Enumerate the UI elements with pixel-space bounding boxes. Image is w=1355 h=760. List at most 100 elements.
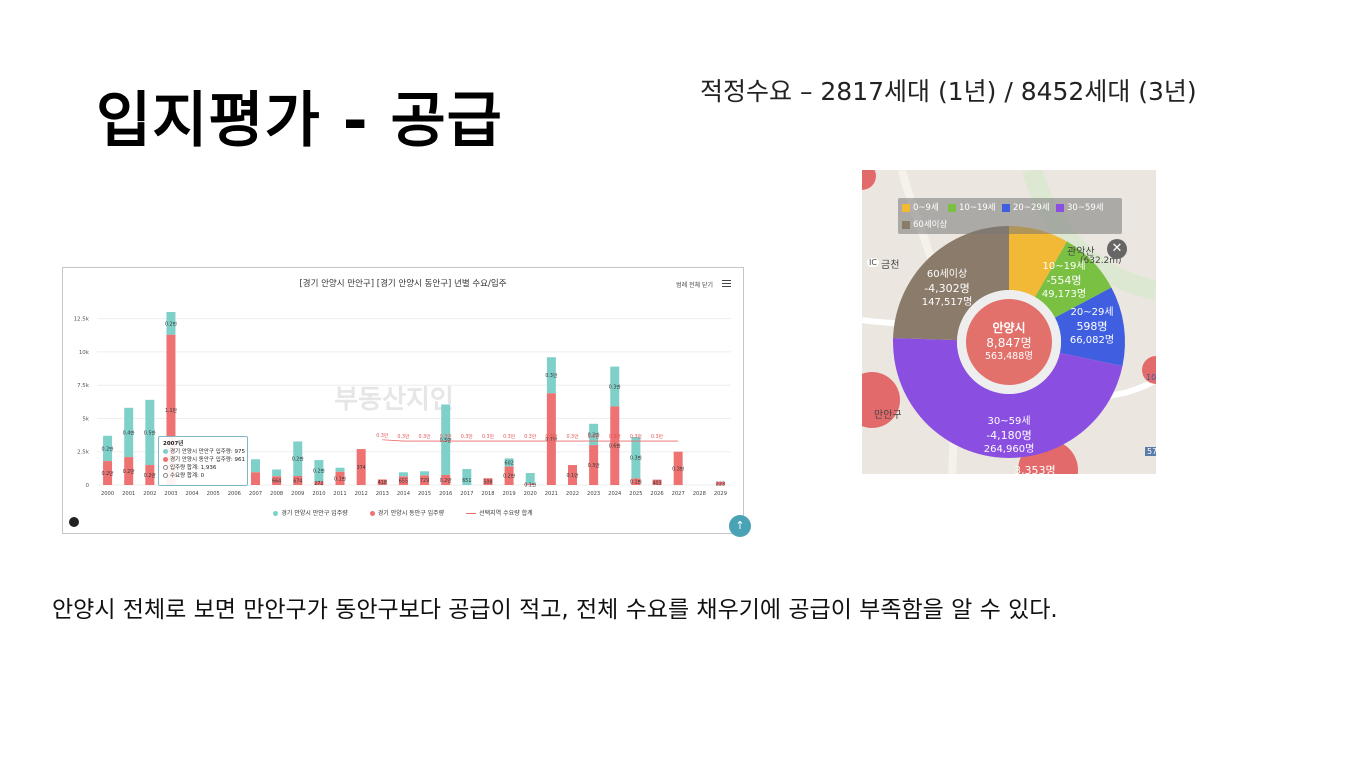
map-label-bottom-count: 3,353명 [1014, 464, 1056, 474]
bar-manan [272, 469, 282, 477]
donut-segment-30-59 [893, 337, 1123, 459]
bar-label-dongan: 729 [420, 478, 429, 484]
x-tick-label: 2002 [143, 491, 156, 497]
demand-label: 0.3만 [397, 433, 410, 440]
bar-label-manan: 0.5만 [144, 429, 157, 436]
legend-age-30-59[interactable]: 30~59세 [1056, 201, 1104, 213]
map-label-geumcheon: 금천 [881, 260, 900, 271]
map-label-gwanaksan: 관악산 [1067, 247, 1095, 258]
map-marker [1142, 356, 1156, 384]
x-tick-label: 2021 [545, 491, 558, 497]
x-tick-label: 2017 [460, 491, 473, 497]
x-tick-label: 2026 [650, 491, 663, 497]
bar-label-dongan: 664 [272, 479, 281, 485]
demand-label: 0.3만 [503, 433, 516, 440]
bar-manan [314, 460, 324, 482]
x-tick-label: 2023 [587, 491, 600, 497]
x-tick-label: 2009 [291, 491, 304, 497]
y-tick-label: 10k [79, 350, 90, 356]
bar-dongan [441, 475, 451, 485]
chart-tooltip: 2007년 경기 안양시 만안구 입주량: 975 경기 안양시 동안구 입주량… [158, 436, 248, 486]
demand-line [382, 439, 679, 442]
bar-manan [335, 467, 345, 472]
home-icon[interactable] [69, 517, 79, 527]
donut-segment-0-9 [1009, 226, 1067, 297]
dongan-dot-icon [163, 457, 168, 462]
donut-center-label: 안양시 8,847명 563,488명 [966, 320, 1052, 363]
legend-item-manan[interactable]: 경기 안양시 만안구 입주량 [273, 510, 348, 517]
center-name: 안양시 [992, 321, 1026, 335]
bar-label-dongan: 0.1만 [524, 481, 537, 488]
bar-dongan [103, 461, 113, 485]
tooltip-year: 2007년 [163, 441, 184, 447]
bar-label-manan: 0.5만 [440, 437, 453, 444]
x-tick-label: 2015 [418, 491, 431, 497]
demand-label: 0.3만 [566, 433, 579, 440]
bar-dongan [356, 449, 366, 485]
slide-caption: 안양시 전체로 보면 만안구가 동안구보다 공급이 적고, 전체 수요를 채우기… [52, 597, 1058, 623]
legend-item-demand[interactable]: 선택지역 수요량 합계 [466, 510, 533, 517]
x-tick-label: 2018 [481, 491, 494, 497]
legend-age-60[interactable]: 60세이상 [902, 218, 947, 230]
demand-label: 0.3만 [376, 432, 389, 439]
bar-manan [610, 366, 620, 407]
demand-dot-icon [163, 473, 168, 478]
tooltip-line4: 수요량 합계: 0 [170, 473, 205, 479]
x-tick-label: 2007 [249, 491, 262, 497]
bar-manan [145, 399, 155, 466]
legend-item-dongan[interactable]: 경기 안양시 동안구 입주량 [369, 510, 444, 517]
bar-label-dongan: 272 [314, 481, 323, 487]
legend-age-0-9[interactable]: 0~9세 [902, 201, 939, 213]
demand-label: 0.3만 [482, 433, 495, 440]
menu-icon[interactable] [722, 280, 731, 288]
y-tick-label: 12.5k [74, 317, 90, 323]
bar-dongan [145, 465, 155, 485]
bar-label-dongan: 0.1만 [566, 472, 579, 479]
bar-dongan [420, 475, 430, 485]
demand-label: 0.3만 [609, 433, 622, 440]
demand-label: 0.3만 [651, 433, 664, 440]
bar-label-dongan: 0.2만 [503, 473, 516, 480]
bar-label-dongan: 0.2만 [102, 470, 115, 477]
bar-manan [589, 423, 599, 446]
donut-segment-10-19 [1035, 241, 1112, 318]
bar-label-manan: 0.3만 [545, 372, 558, 379]
bar-manan [462, 469, 472, 485]
x-tick-label: 2027 [672, 491, 685, 497]
bar-dongan [546, 393, 556, 485]
bar-label-dongan: 223 [716, 482, 725, 488]
x-tick-label: 2010 [312, 491, 325, 497]
demand-label: 0.3만 [440, 433, 453, 440]
bar-manan [251, 459, 260, 473]
total-dot-icon [163, 465, 168, 470]
bar-manan [525, 473, 535, 484]
x-tick-label: 2001 [122, 491, 135, 497]
bar-label-dongan: 655 [399, 479, 408, 485]
center-change: 8,847명 [986, 336, 1032, 350]
bar-manan [546, 357, 556, 394]
map-marker [862, 372, 900, 428]
bar-dongan [483, 478, 493, 485]
legend-toggle-button[interactable]: 범례 전체 닫기 [676, 282, 713, 289]
bar-dongan [166, 334, 176, 485]
bar-label-dongan: 674 [293, 479, 302, 485]
demand-label: 0.3만 [588, 433, 601, 440]
close-icon[interactable]: ✕ [1107, 239, 1127, 259]
x-tick-label: 2005 [207, 491, 220, 497]
supply-chart-panel: [경기 안양시 만안구] [경기 안양시 동안구] 년별 수요/입주 범례 전체… [62, 267, 751, 537]
legend-age-20-29[interactable]: 20~29세 [1002, 201, 1050, 213]
bar-label-dongan: 418 [378, 480, 387, 486]
donut-legend: 0~9세 10~19세 20~29세 30~59세 60세이상 [898, 198, 1122, 234]
bar-label-manan: 0.2만 [588, 431, 601, 438]
chart-title: [경기 안양시 만안구] [경기 안양시 동안구] 년별 수요/입주 [299, 279, 507, 289]
demand-label: 0.3만 [630, 433, 643, 440]
bar-dongan [610, 406, 620, 485]
legend-age-10-19[interactable]: 10~19세 [948, 201, 996, 213]
scroll-top-button[interactable]: ↑ [729, 515, 751, 537]
bar-label-manan: 0.3만 [609, 384, 622, 391]
bar-label-dongan: 0.3만 [588, 462, 601, 469]
x-tick-label: 2008 [270, 491, 283, 497]
y-tick-label: 5k [82, 416, 89, 422]
bar-manan [293, 441, 303, 477]
x-tick-label: 2025 [629, 491, 642, 497]
